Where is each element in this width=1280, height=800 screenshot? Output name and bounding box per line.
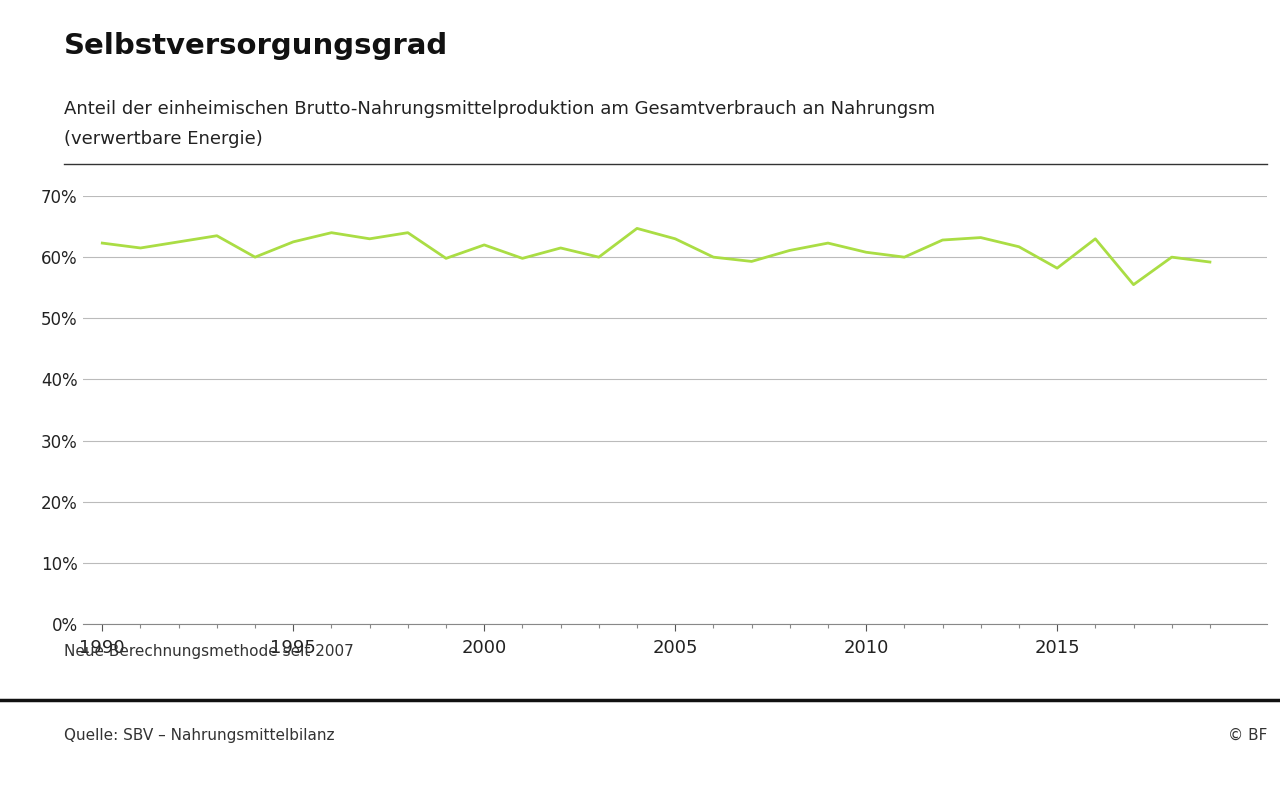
- Text: Neue Berechnungsmethode seit 2007: Neue Berechnungsmethode seit 2007: [64, 644, 353, 659]
- Text: Quelle: SBV – Nahrungsmittelbilanz: Quelle: SBV – Nahrungsmittelbilanz: [64, 728, 334, 743]
- Text: Anteil der einheimischen Brutto-Nahrungsmittelproduktion am Gesamtverbrauch an N: Anteil der einheimischen Brutto-Nahrungs…: [64, 100, 936, 118]
- Text: Selbstversorgungsgrad: Selbstversorgungsgrad: [64, 32, 448, 60]
- Text: © BF: © BF: [1228, 728, 1267, 743]
- Text: (verwertbare Energie): (verwertbare Energie): [64, 130, 262, 147]
